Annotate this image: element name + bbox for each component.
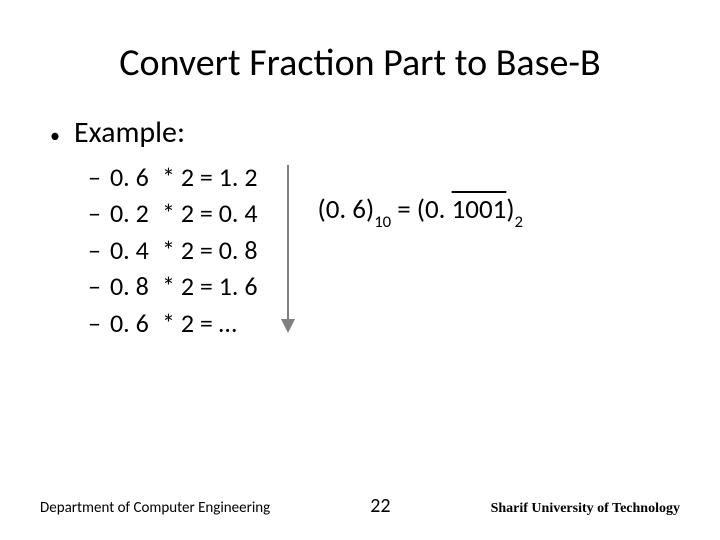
dash-icon: – xyxy=(88,305,110,341)
step-lhs: 0. 6 xyxy=(110,305,162,341)
footer-right: Sharif University of Technology xyxy=(491,501,680,517)
arrow-column xyxy=(258,157,318,333)
step-row: – 0. 4 * 2 = 0. 8 xyxy=(88,232,258,268)
result-overline: 1001 xyxy=(452,193,507,226)
bullet-dot-icon: • xyxy=(50,121,60,151)
step-lhs: 0. 2 xyxy=(110,195,162,231)
slide: Convert Fraction Part to Base-B • Exampl… xyxy=(0,0,720,540)
footer-page-number: 22 xyxy=(370,494,390,518)
step-row: – 0. 8 * 2 = 1. 6 xyxy=(88,268,258,304)
result-rhs-sub: 2 xyxy=(515,212,523,232)
steps-block: – 0. 6 * 2 = 1. 2 – 0. 2 * 2 = 0. 4 – 0.… xyxy=(88,159,258,341)
step-row: – 0. 2 * 2 = 0. 4 xyxy=(88,195,258,231)
down-arrow-icon xyxy=(278,163,298,333)
result-expression: (0. 6)10 = (0. 1001)2 xyxy=(318,157,524,229)
step-row: – 0. 6 * 2 = 1. 2 xyxy=(88,159,258,195)
result-lhs: (0. 6) xyxy=(318,193,375,226)
result-eq: = (0. xyxy=(391,193,451,226)
slide-body: • Example: – 0. 6 * 2 = 1. 2 – 0. 2 * 2 … xyxy=(40,114,680,341)
step-rhs: * 2 = 1. 2 xyxy=(162,159,258,195)
dash-icon: – xyxy=(88,268,110,304)
dash-icon: – xyxy=(88,159,110,195)
step-rhs: * 2 = … xyxy=(162,305,258,341)
result-lhs-sub: 10 xyxy=(374,212,391,232)
step-rhs: * 2 = 0. 4 xyxy=(162,195,258,231)
example-label: Example: xyxy=(74,114,185,151)
step-rhs: * 2 = 0. 8 xyxy=(162,232,258,268)
slide-footer: Department of Computer Engineering 22 Sh… xyxy=(0,494,720,518)
step-rhs: * 2 = 1. 6 xyxy=(162,268,258,304)
step-lhs: 0. 6 xyxy=(110,159,162,195)
result-close: ) xyxy=(506,193,514,226)
slide-title: Convert Fraction Part to Base-B xyxy=(40,40,680,86)
step-row: – 0. 6 * 2 = … xyxy=(88,305,258,341)
example-bullet: • Example: xyxy=(50,114,680,151)
step-lhs: 0. 4 xyxy=(110,232,162,268)
content-row: – 0. 6 * 2 = 1. 2 – 0. 2 * 2 = 0. 4 – 0.… xyxy=(50,157,680,341)
dash-icon: – xyxy=(88,195,110,231)
dash-icon: – xyxy=(88,232,110,268)
step-lhs: 0. 8 xyxy=(110,268,162,304)
footer-left: Department of Computer Engineering xyxy=(40,499,270,517)
